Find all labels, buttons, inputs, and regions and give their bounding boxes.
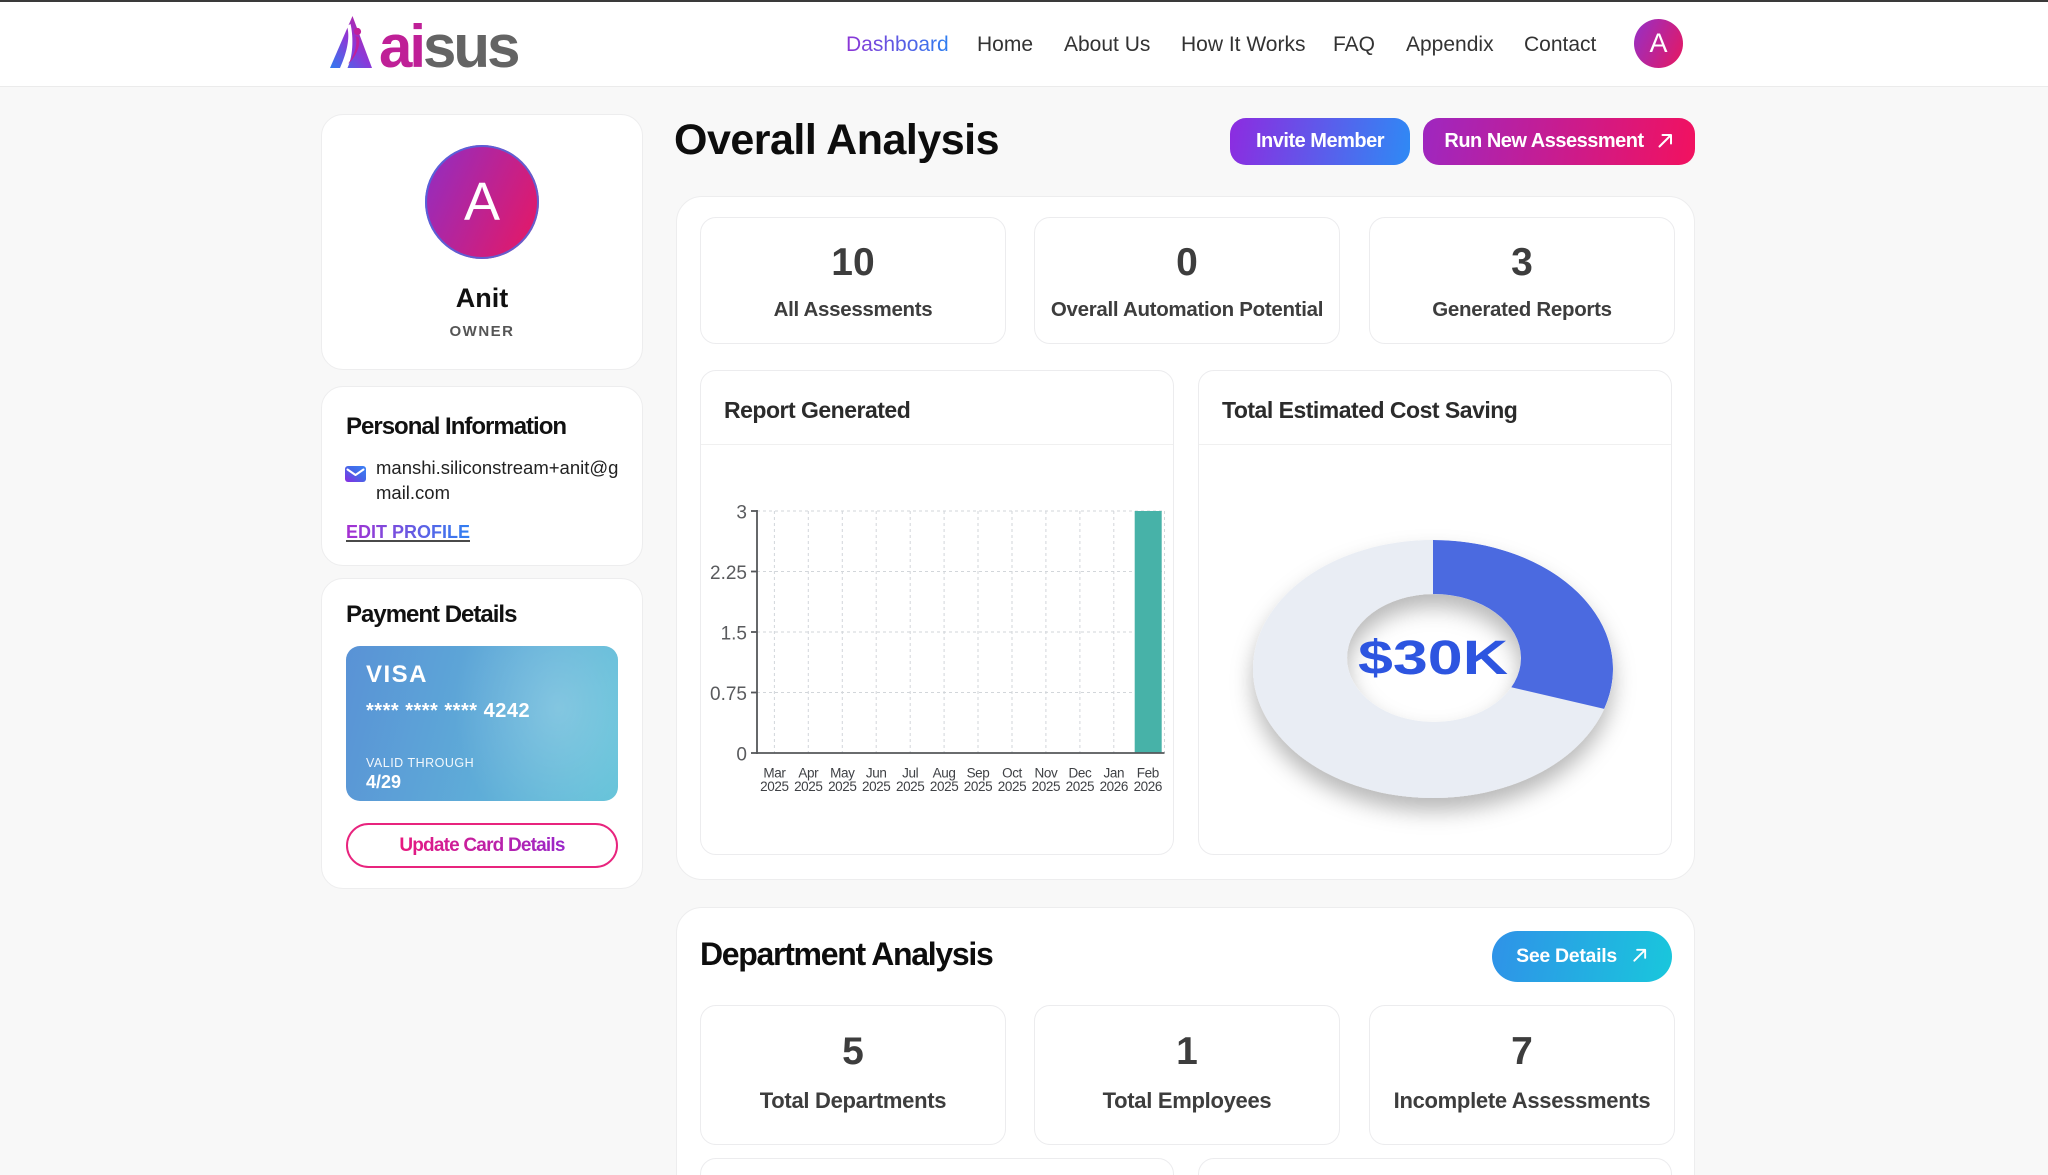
svg-text:Feb: Feb bbox=[1137, 766, 1159, 781]
svg-text:0.75: 0.75 bbox=[710, 684, 747, 705]
svg-text:2026: 2026 bbox=[1100, 779, 1128, 794]
svg-text:2.25: 2.25 bbox=[710, 563, 747, 584]
svg-text:2025: 2025 bbox=[964, 779, 992, 794]
svg-text:2025: 2025 bbox=[930, 779, 958, 794]
svg-text:3: 3 bbox=[736, 503, 747, 524]
svg-text:Jan: Jan bbox=[1104, 766, 1125, 781]
svg-text:2025: 2025 bbox=[862, 779, 890, 794]
svg-text:2025: 2025 bbox=[794, 779, 822, 794]
svg-text:May: May bbox=[830, 766, 855, 781]
svg-text:Nov: Nov bbox=[1034, 766, 1057, 781]
svg-text:1.5: 1.5 bbox=[721, 624, 747, 645]
svg-text:Apr: Apr bbox=[798, 766, 819, 781]
svg-text:Jun: Jun bbox=[866, 766, 887, 781]
svg-text:Dec: Dec bbox=[1068, 766, 1091, 781]
svg-text:Jul: Jul bbox=[902, 766, 918, 781]
svg-text:Aug: Aug bbox=[933, 766, 956, 781]
svg-text:Oct: Oct bbox=[1002, 766, 1022, 781]
svg-text:$30K: $30K bbox=[1358, 632, 1508, 685]
svg-text:0: 0 bbox=[736, 745, 747, 766]
svg-text:Sep: Sep bbox=[967, 766, 990, 781]
svg-text:2025: 2025 bbox=[760, 779, 788, 794]
svg-text:Mar: Mar bbox=[763, 766, 786, 781]
svg-text:2025: 2025 bbox=[896, 779, 924, 794]
svg-text:2025: 2025 bbox=[828, 779, 856, 794]
svg-text:2025: 2025 bbox=[1032, 779, 1060, 794]
svg-text:2025: 2025 bbox=[998, 779, 1026, 794]
svg-text:2026: 2026 bbox=[1134, 779, 1162, 794]
svg-text:2025: 2025 bbox=[1066, 779, 1094, 794]
